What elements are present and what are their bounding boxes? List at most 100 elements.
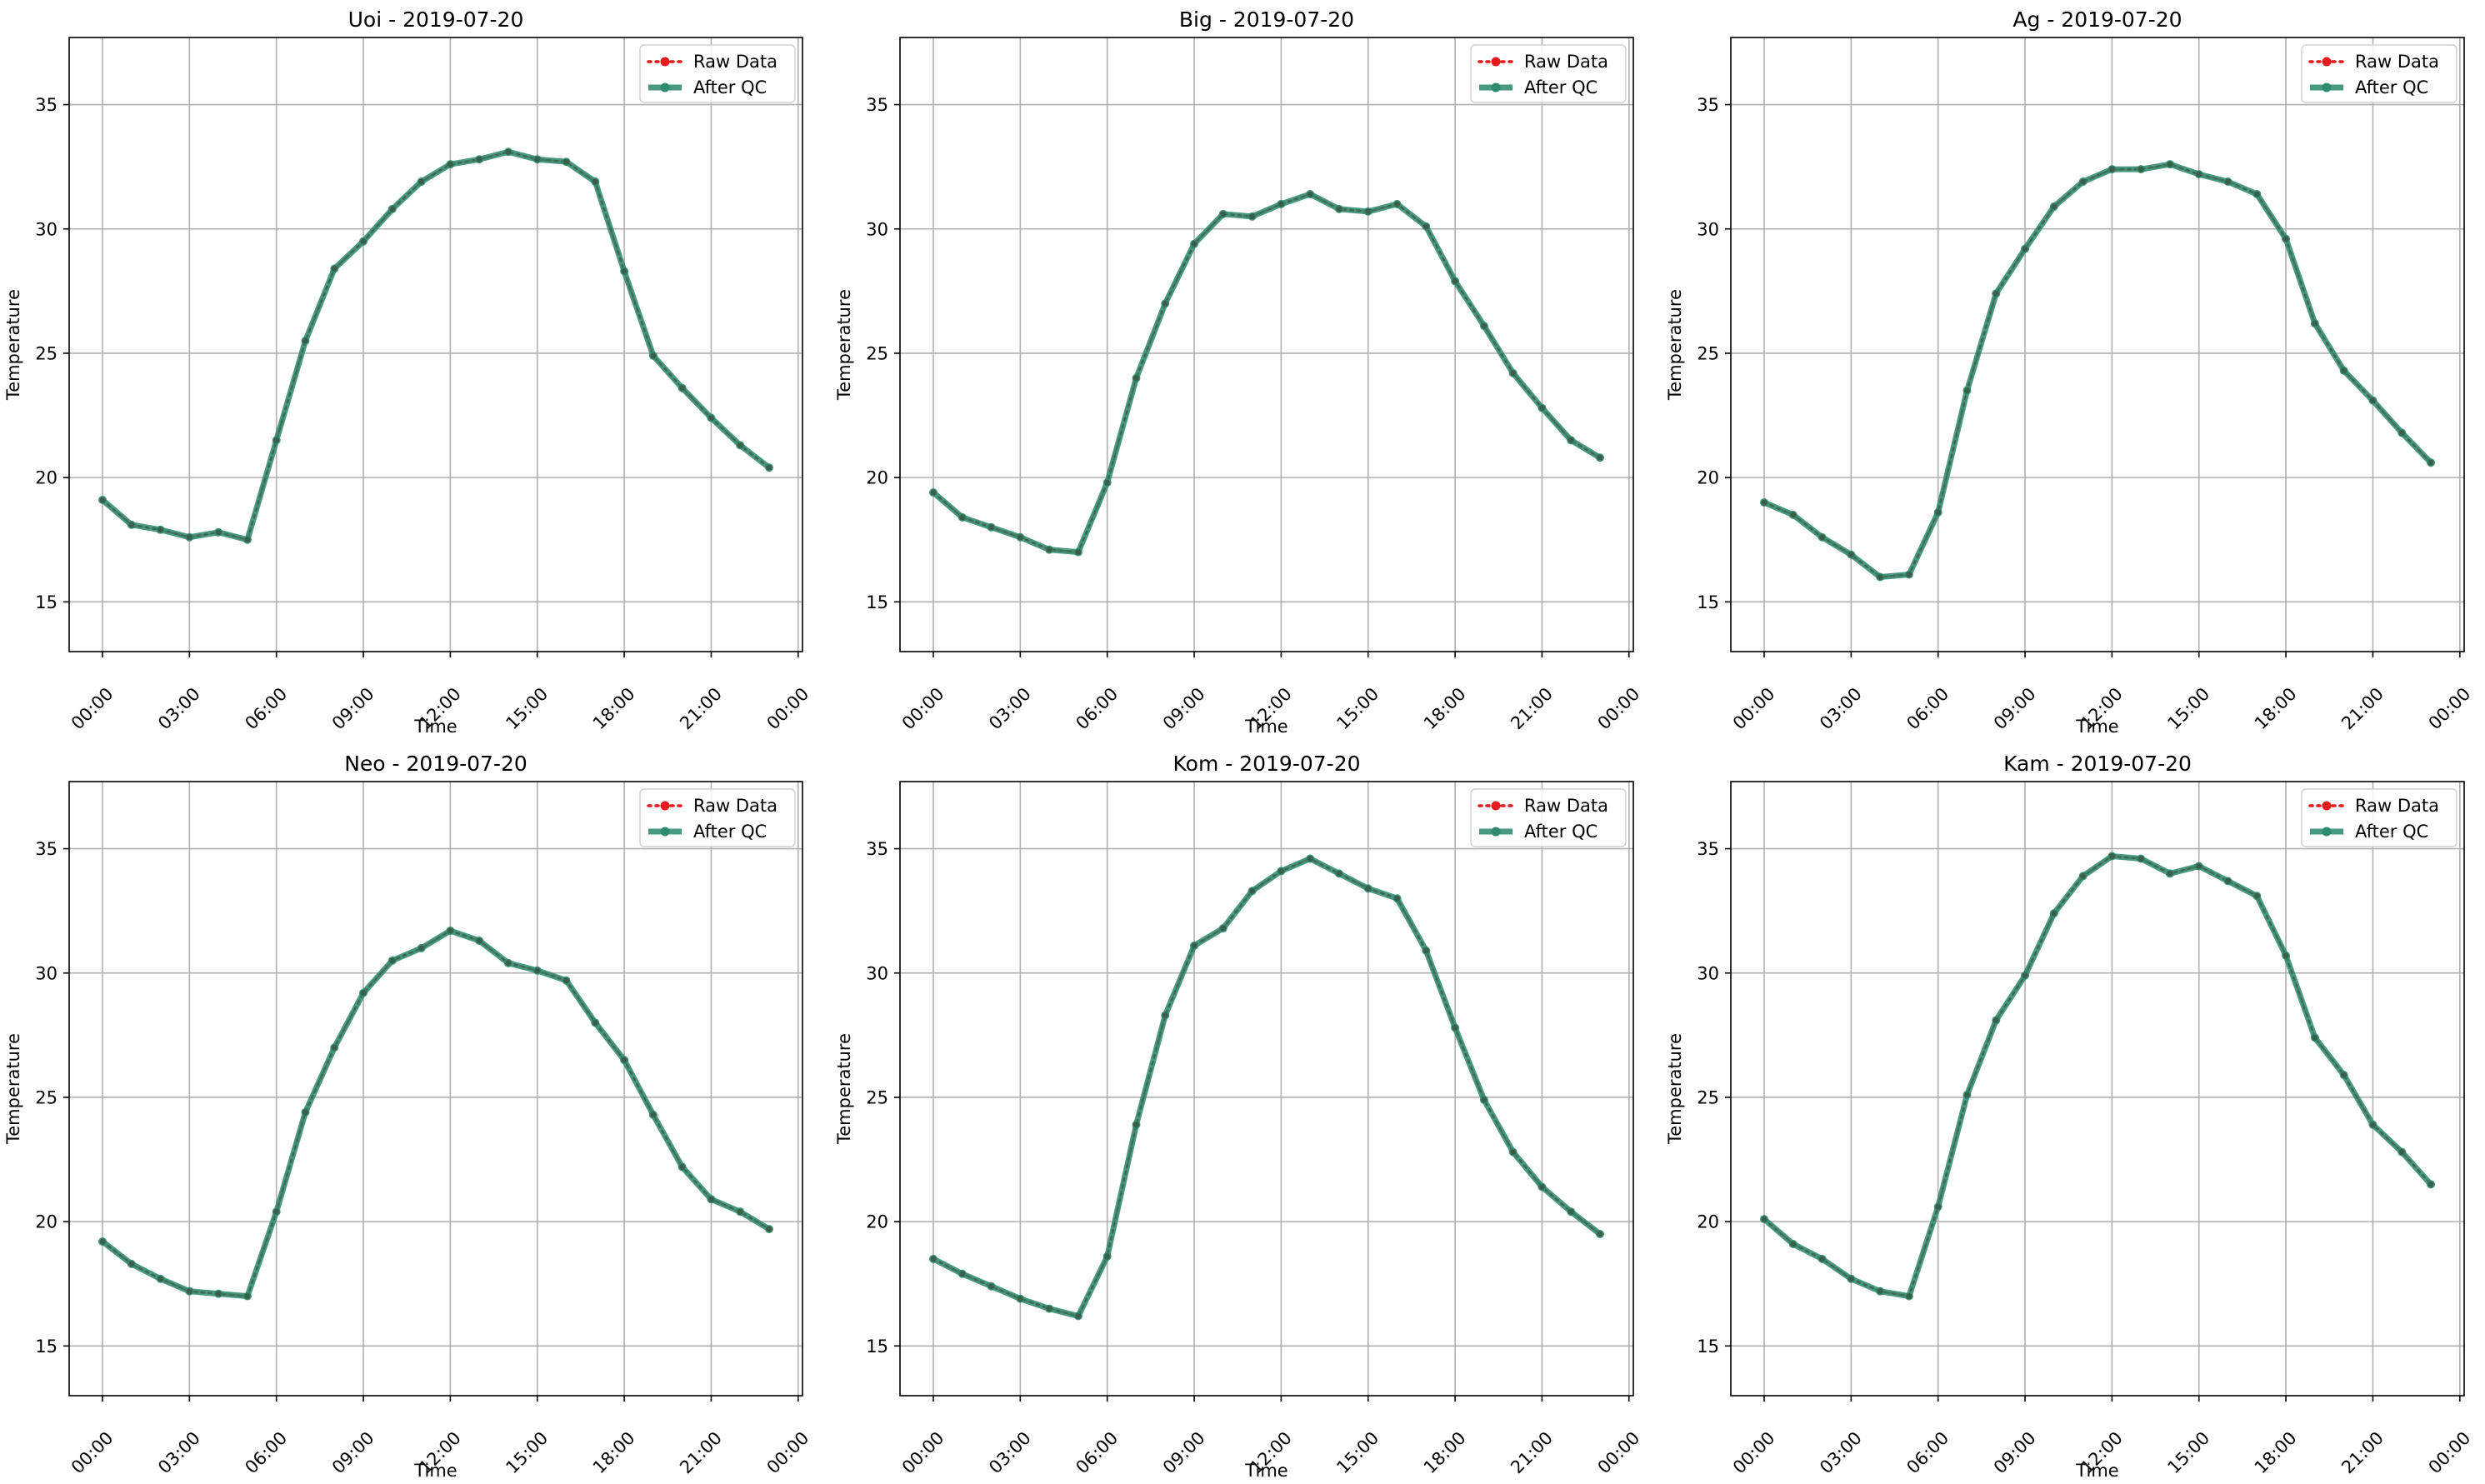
raw-data-point [2167,161,2173,167]
legend-raw-data-marker [1491,57,1501,67]
raw-data-point [1104,1253,1111,1260]
y-tick-label: 20 [1697,1212,1719,1232]
legend-raw-data-marker [2322,801,2332,811]
y-tick-label: 35 [866,839,888,859]
raw-data-point [1191,241,1198,247]
raw-data-point [360,990,367,997]
x-tick-label: 03:00 [1816,684,1866,734]
x-tick-label: 00:00 [763,684,813,734]
x-tick-label: 09:00 [328,684,378,734]
x-tick-label: 03:00 [1816,1428,1866,1478]
axes-frame [899,781,1634,1397]
x-tick-label: 18:00 [1420,684,1470,734]
x-tick-label: 00:00 [68,1428,118,1478]
legend-raw-data-label: Raw Data [1524,52,1608,72]
subplot-title: Neo - 2019-07-20 [344,752,528,776]
raw-data-point [1452,1024,1458,1031]
y-tick-label: 35 [35,839,58,859]
x-tick-label: 06:00 [241,1428,291,1478]
raw-data-point [592,178,598,185]
raw-data-point [99,1238,106,1245]
raw-data-point [2196,862,2202,869]
x-tick-label: 03:00 [985,684,1035,734]
series-after-qc-line [100,148,772,543]
x-tick-label: 00:00 [2425,1428,2475,1478]
x-tick-label: 21:00 [2338,1428,2388,1478]
raw-data-point [737,442,743,448]
y-tick-label: 30 [35,219,58,239]
x-tick-label: 18:00 [1420,1428,1470,1478]
raw-data-point [2167,870,2173,877]
raw-data-point [476,937,482,944]
legend-after-qc-label: After QC [2355,77,2428,97]
subplot-1: 00:00 03:00 06:00 09:00 12:00 15:00 18:00 21:00… [3,7,812,737]
y-axis-label: Temperature [3,1033,23,1145]
legend-after-qc-marker [1491,827,1501,837]
raw-data-point [1877,1288,1883,1295]
x-tick-label: 09:00 [1159,1428,1209,1478]
raw-data-point [2369,1122,2376,1128]
legend-after-qc-marker [660,82,670,92]
raw-data-point [1848,1276,1854,1282]
raw-data-point [1162,1012,1168,1018]
legend-raw-data-label: Raw Data [1524,796,1608,816]
raw-data-point [1046,547,1052,553]
y-tick-label: 25 [866,343,888,363]
raw-data-point [1422,947,1429,954]
series-raw-data-overlay [1762,162,2432,578]
series-raw-data-overlay [101,150,771,542]
x-tick-label: 15:00 [502,1428,552,1478]
x-tick-label: 15:00 [2164,1428,2214,1478]
y-tick-label: 20 [35,468,58,488]
raw-data-point [2282,236,2289,242]
y-tick-label: 30 [35,963,58,983]
raw-data-point [1597,1231,1603,1237]
raw-data-point [1510,370,1517,377]
y-tick-label: 30 [866,963,888,983]
raw-data-point [1452,277,1458,284]
raw-data-point [2225,877,2232,884]
y-tick-label: 20 [866,468,888,488]
x-tick-label: 00:00 [1729,1428,1779,1478]
y-tick-label: 15 [1697,1337,1719,1357]
raw-data-point [1790,1241,1797,1247]
raw-data-point [360,238,367,245]
x-tick-label: 21:00 [676,684,726,734]
legend: Raw Data After QC [2301,44,2458,103]
raw-data-point [1906,572,1912,578]
raw-data-point [1935,1203,1942,1210]
x-tick-label: 18:00 [2251,684,2301,734]
x-tick-label: 06:00 [241,684,291,734]
y-tick-label: 35 [1697,95,1719,115]
raw-data-point [1336,870,1342,877]
axes-frame [68,781,803,1397]
x-tick-label: 03:00 [154,684,204,734]
raw-data-point [1422,223,1429,230]
raw-data-point [534,967,541,974]
raw-data-point [708,1196,714,1202]
subplot-title: Ag - 2019-07-20 [2012,7,2182,32]
raw-data-point [1132,375,1139,382]
raw-data-point [1877,573,1883,580]
y-tick-label: 15 [35,1337,58,1357]
x-axis-label: Time [2075,1461,2118,1481]
subplot-title: Big - 2019-07-20 [1179,7,1354,32]
raw-data-point [1075,549,1082,556]
x-axis-label: Time [1244,1461,1288,1481]
series-raw-data-line [932,192,1602,554]
x-tick-label: 15:00 [1333,1428,1383,1478]
x-tick-label: 18:00 [589,684,639,734]
x-tick-label: 00:00 [68,684,118,734]
x-tick-label: 00:00 [1729,684,1779,734]
legend: Raw Data After QC [639,44,796,103]
legend: Raw Data After QC [1470,788,1627,847]
raw-data-point [128,1261,135,1267]
x-tick-label: 09:00 [1990,1428,2040,1478]
subplot-title: Kom - 2019-07-20 [1173,752,1361,776]
raw-data-point [447,161,453,167]
raw-data-point [1992,290,1999,297]
legend-raw-data-label: Raw Data [2355,52,2439,72]
legend-after-qc-label: After QC [2355,822,2428,842]
raw-data-point [2080,872,2087,879]
